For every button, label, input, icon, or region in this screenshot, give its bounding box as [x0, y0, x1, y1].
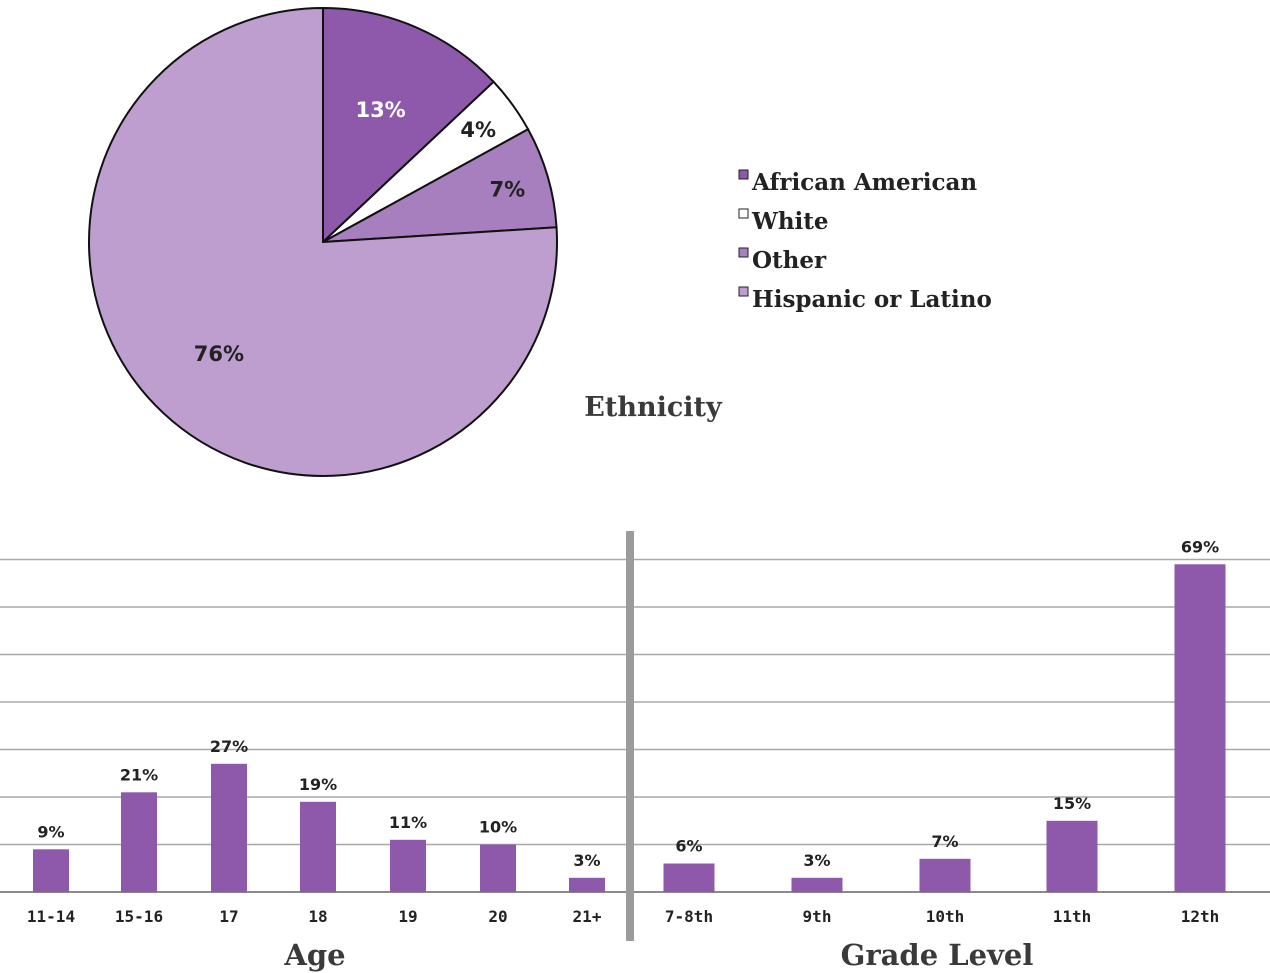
bar-19	[390, 839, 426, 893]
data-label-12th: 69%	[1181, 537, 1219, 556]
pie-label-hispanic-or-latino: 76%	[194, 342, 244, 366]
data-label-17: 27%	[210, 737, 248, 756]
pie-slice-other	[322, 127, 558, 243]
tick-label-11th: 11th	[1053, 907, 1092, 926]
bar-10th	[919, 858, 971, 893]
data-label-10th: 7%	[931, 832, 958, 851]
bar-21	[569, 877, 605, 893]
data-label-20: 10%	[479, 818, 517, 837]
pie-label-white: 4%	[460, 118, 496, 142]
data-label-15-16: 21%	[120, 765, 158, 784]
legend-swatch-white	[738, 208, 749, 219]
tick-label-19: 19	[398, 907, 417, 926]
tick-label-10th: 10th	[926, 907, 965, 926]
pie-label-other: 7%	[489, 178, 525, 202]
age-bar-chart: 9% 11-14 21% 15-16 27% 17 19% 18 11% 19 10% 20 3% 21+	[27, 737, 605, 926]
tick-label-18: 18	[308, 907, 327, 926]
bar-20	[480, 844, 516, 892]
bar-11th	[1046, 820, 1098, 893]
pie-label-african-american: 13%	[355, 98, 405, 122]
ethnicity-pie-chart	[88, 6, 558, 477]
data-label-7-8th: 6%	[675, 837, 702, 856]
grade-bar-chart: 6% 7-8th 3% 9th 7% 10th 15% 11th 69% 12th	[663, 537, 1226, 926]
tick-label-20: 20	[488, 907, 507, 926]
section-divider	[626, 531, 634, 941]
bar-17	[211, 763, 247, 893]
tick-label-17: 17	[219, 907, 238, 926]
tick-label-15-16: 15-16	[115, 907, 163, 926]
tick-label-7-8th: 7-8th	[665, 907, 713, 926]
legend-label-white: White	[751, 208, 829, 235]
data-label-21: 3%	[573, 851, 600, 870]
data-label-9th: 3%	[803, 851, 830, 870]
pie-slice-african-american	[322, 6, 495, 245]
legend-label-african-american: African American	[751, 169, 977, 196]
bar-15-16	[121, 792, 157, 893]
legend-label-hispanic-or-latino: Hispanic or Latino	[752, 286, 992, 313]
tick-label-21: 21+	[573, 907, 602, 926]
data-label-18: 19%	[299, 775, 337, 794]
ethnicity-pie-labels: 13% 4% 7% 76%	[194, 98, 525, 366]
data-label-19: 11%	[389, 813, 427, 832]
ethnicity-legend: African American White Other Hispanic or La…	[738, 169, 992, 313]
bar-11-14	[33, 849, 69, 893]
tick-label-12th: 12th	[1181, 907, 1220, 926]
bar-12th	[1174, 564, 1226, 893]
grade-axis-title: Grade Level	[841, 938, 1034, 972]
data-label-11-14: 9%	[37, 822, 64, 841]
tick-label-9th: 9th	[803, 907, 832, 926]
pie-slice-hispanic-or-latino	[88, 6, 558, 477]
legend-swatch-african-american	[738, 169, 749, 180]
legend-swatch-hispanic-or-latino	[738, 286, 749, 297]
bar-9th	[791, 877, 843, 893]
bar-7-8th	[663, 863, 715, 892]
age-axis-title: Age	[283, 938, 345, 972]
ethnicity-title: Ethnicity	[584, 392, 723, 423]
legend-label-other: Other	[752, 247, 827, 274]
data-label-11th: 15%	[1053, 794, 1091, 813]
legend-swatch-other	[738, 247, 749, 258]
bar-18	[300, 801, 336, 893]
tick-label-11-14: 11-14	[27, 907, 75, 926]
